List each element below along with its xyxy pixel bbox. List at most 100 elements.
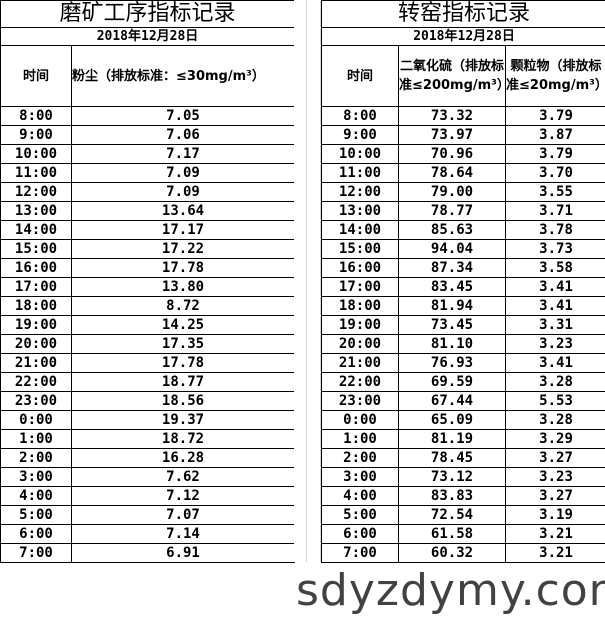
value-cell: 13.64 bbox=[72, 202, 295, 221]
value-cell: 73.45 bbox=[399, 316, 506, 335]
time-cell: 16:00 bbox=[1, 259, 72, 278]
value-cell: 7.62 bbox=[72, 468, 295, 487]
table-title: 磨矿工序指标记录 bbox=[1, 1, 295, 28]
value-cell: 3.58 bbox=[506, 259, 605, 278]
value-cell: 3.73 bbox=[506, 240, 605, 259]
value-cell: 85.63 bbox=[399, 221, 506, 240]
value-cell: 3.78 bbox=[506, 221, 605, 240]
value-cell: 7.05 bbox=[72, 107, 295, 126]
value-cell: 3.71 bbox=[506, 202, 605, 221]
value-cell: 17.78 bbox=[72, 259, 295, 278]
time-cell: 10:00 bbox=[1, 145, 72, 164]
time-cell: 6:00 bbox=[322, 525, 399, 544]
value-cell: 73.12 bbox=[399, 468, 506, 487]
value-cell: 3.87 bbox=[506, 126, 605, 145]
time-cell: 15:00 bbox=[1, 240, 72, 259]
value-cell: 78.64 bbox=[399, 164, 506, 183]
value-cell: 79.00 bbox=[399, 183, 506, 202]
time-cell: 12:00 bbox=[322, 183, 399, 202]
value-cell: 72.54 bbox=[399, 506, 506, 525]
time-cell: 1:00 bbox=[1, 430, 72, 449]
column-gap bbox=[294, 0, 321, 562]
value-cell: 19.37 bbox=[72, 411, 295, 430]
value-cell: 69.59 bbox=[399, 373, 506, 392]
value-cell: 78.77 bbox=[399, 202, 506, 221]
time-cell: 8:00 bbox=[1, 107, 72, 126]
time-cell: 4:00 bbox=[1, 487, 72, 506]
time-cell: 13:00 bbox=[322, 202, 399, 221]
time-cell: 20:00 bbox=[322, 335, 399, 354]
value-cell: 3.55 bbox=[506, 183, 605, 202]
time-cell: 0:00 bbox=[1, 411, 72, 430]
value-cell: 3.31 bbox=[506, 316, 605, 335]
value-cell: 78.45 bbox=[399, 449, 506, 468]
time-cell: 18:00 bbox=[322, 297, 399, 316]
time-cell: 9:00 bbox=[322, 126, 399, 145]
time-cell: 22:00 bbox=[1, 373, 72, 392]
header-dust: 粉尘（排放标准：≤30mg/m³） bbox=[72, 46, 295, 107]
value-cell: 3.41 bbox=[506, 278, 605, 297]
value-cell: 7.14 bbox=[72, 525, 295, 544]
value-cell: 83.45 bbox=[399, 278, 506, 297]
value-cell: 94.04 bbox=[399, 240, 506, 259]
value-cell: 73.97 bbox=[399, 126, 506, 145]
header-time: 时间 bbox=[1, 46, 72, 107]
value-cell: 83.83 bbox=[399, 487, 506, 506]
value-cell: 3.29 bbox=[506, 430, 605, 449]
value-cell: 3.79 bbox=[506, 107, 605, 126]
table-date: 2018年12月28日 bbox=[322, 28, 605, 46]
value-cell: 65.09 bbox=[399, 411, 506, 430]
time-cell: 18:00 bbox=[1, 297, 72, 316]
time-cell: 16:00 bbox=[322, 259, 399, 278]
value-cell: 3.23 bbox=[506, 335, 605, 354]
value-cell: 7.07 bbox=[72, 506, 295, 525]
value-cell: 3.28 bbox=[506, 411, 605, 430]
value-cell: 81.19 bbox=[399, 430, 506, 449]
value-cell: 3.79 bbox=[506, 145, 605, 164]
value-cell: 17.22 bbox=[72, 240, 295, 259]
grinding-record-table: 磨矿工序指标记录 2018年12月28日 时间粉尘（排放标准：≤30mg/m³）… bbox=[0, 0, 295, 563]
time-cell: 21:00 bbox=[322, 354, 399, 373]
time-cell: 14:00 bbox=[1, 221, 72, 240]
value-cell: 3.41 bbox=[506, 297, 605, 316]
value-cell: 7.12 bbox=[72, 487, 295, 506]
time-cell: 10:00 bbox=[322, 145, 399, 164]
time-cell: 15:00 bbox=[322, 240, 399, 259]
value-cell: 14.25 bbox=[72, 316, 295, 335]
value-cell: 7.09 bbox=[72, 183, 295, 202]
value-cell: 17.35 bbox=[72, 335, 295, 354]
kiln-record-table: 转窑指标记录 2018年12月28日 时间二氧化硫（排放标准≤200mg/m³）… bbox=[321, 0, 605, 563]
